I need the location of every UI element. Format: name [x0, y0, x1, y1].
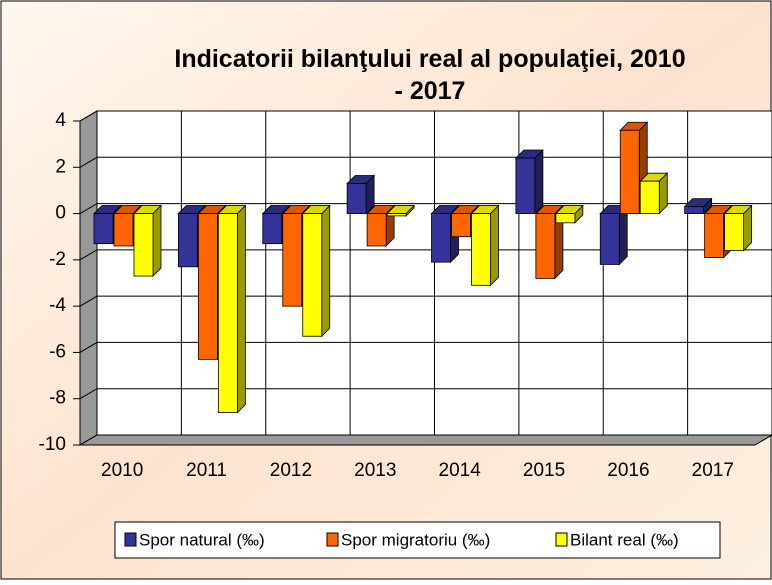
bar [346, 183, 367, 214]
bar [177, 213, 198, 268]
bar [599, 213, 620, 265]
bar [619, 129, 640, 214]
bar [471, 213, 491, 286]
x-tick-label: 2011 [186, 460, 227, 481]
bar [515, 157, 536, 214]
grid-line [79, 434, 772, 446]
bar [704, 213, 725, 258]
bar [386, 213, 407, 217]
legend-label: Spor natural (‰) [139, 530, 265, 549]
y-tick-label: -6 [49, 341, 66, 362]
y-tick-label: 2 [55, 156, 66, 177]
grid-line [79, 341, 772, 353]
legend-swatch [124, 532, 137, 547]
bar [197, 213, 218, 360]
bar [431, 213, 451, 263]
bar [724, 213, 745, 251]
grid-line [79, 203, 772, 215]
y-tick-label: -4 [49, 295, 66, 316]
bar [555, 213, 576, 224]
bar [302, 213, 323, 337]
bar-side [618, 204, 628, 266]
y-tick-label: 4 [55, 110, 66, 131]
bar [133, 213, 154, 277]
legend-swatch [555, 532, 568, 547]
grid-line [79, 110, 772, 122]
grid-line [79, 156, 772, 168]
legend-box [114, 521, 721, 559]
bar [535, 213, 556, 279]
chart-title: Indicatorii bilanţului real al populaţie… [174, 45, 685, 105]
bar [639, 180, 660, 214]
legend-label: Bilant real (‰) [570, 530, 679, 549]
x-tick-label: 2013 [354, 460, 396, 481]
bar-side [152, 204, 162, 278]
bar [684, 206, 705, 214]
legend-swatch [326, 532, 339, 547]
y-tick-label: 0 [55, 203, 66, 224]
legend-label: Spor migratoriu (‰) [341, 530, 490, 549]
bar [262, 213, 283, 245]
bar [93, 213, 114, 245]
grid-line [79, 295, 772, 307]
x-tick-label: 2010 [101, 460, 143, 481]
bar-side [321, 204, 331, 338]
y-tick-label: -8 [49, 388, 66, 409]
side-wall [79, 110, 98, 446]
x-tick-label: 2012 [270, 460, 312, 481]
y-tick-label: -10 [39, 434, 66, 455]
floor [78, 434, 772, 446]
y-tick-label: -2 [49, 249, 66, 270]
bar [113, 213, 134, 247]
grid-line [79, 388, 772, 400]
bar-side [490, 204, 499, 287]
x-tick-label: 2015 [523, 460, 565, 481]
bar [217, 213, 238, 413]
bar [451, 213, 471, 238]
bar [366, 213, 387, 247]
x-tick-label: 2016 [607, 460, 649, 481]
bar-side [236, 204, 246, 414]
x-tick-label: 2014 [439, 460, 482, 481]
x-tick-label: 2017 [692, 460, 734, 481]
bar-side [534, 149, 544, 215]
bar [282, 213, 303, 307]
